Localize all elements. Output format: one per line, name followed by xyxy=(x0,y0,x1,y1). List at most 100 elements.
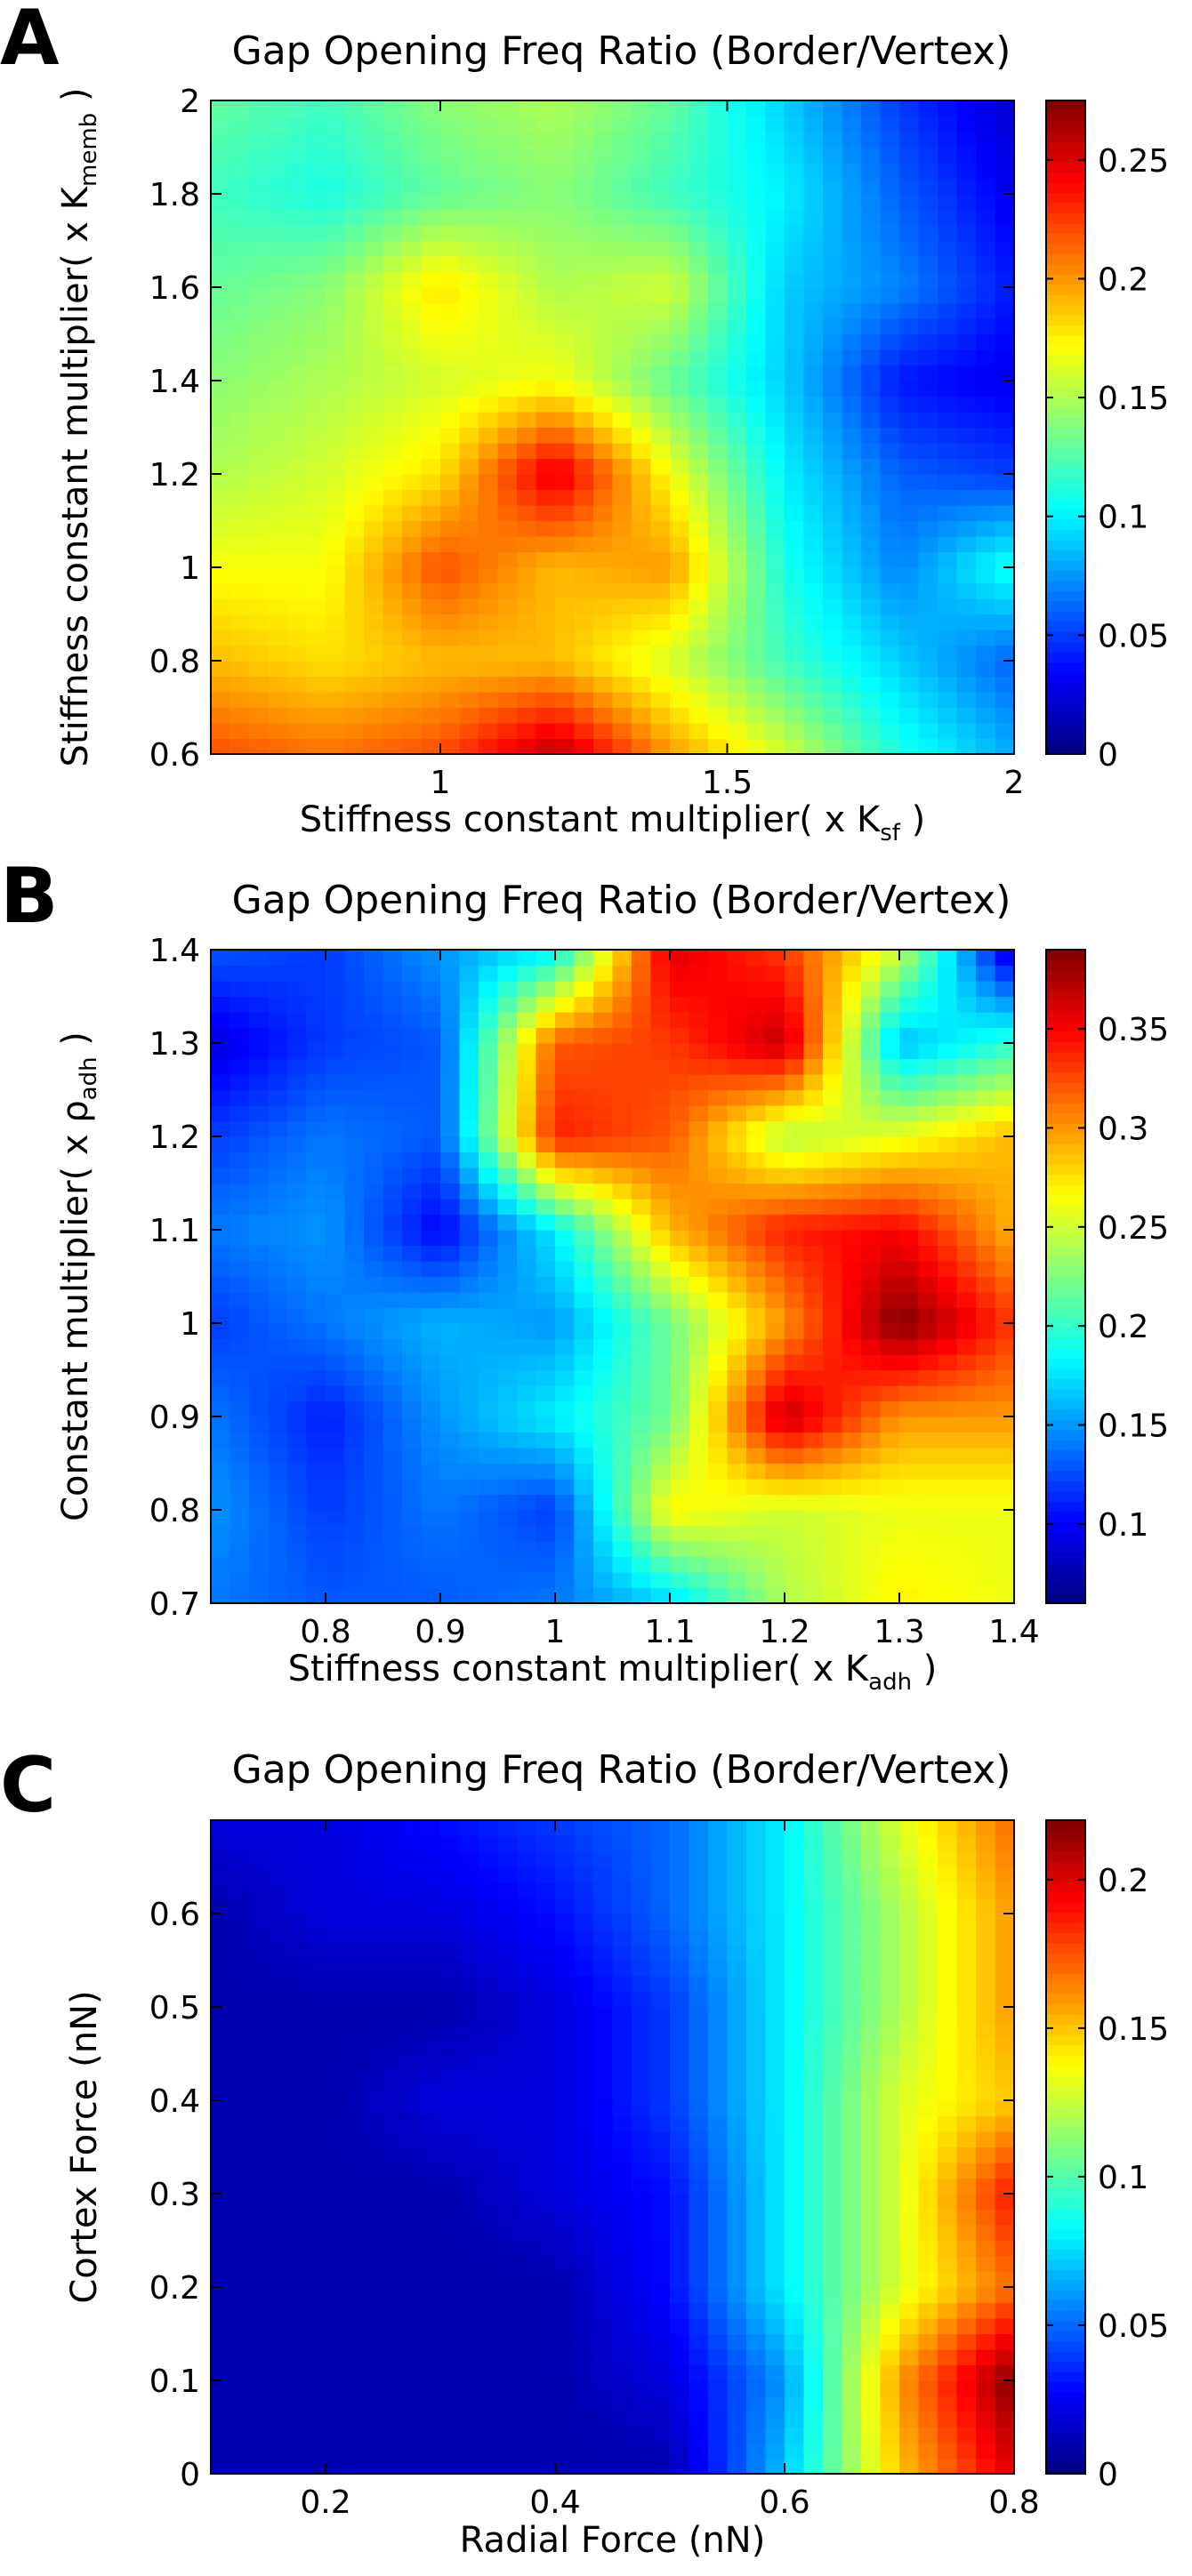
heatmap-cell xyxy=(383,147,403,164)
heatmap-cell xyxy=(880,1463,900,1480)
heatmap-cell xyxy=(306,1354,326,1371)
heatmap-cell xyxy=(632,2225,652,2242)
heatmap-cell xyxy=(632,1199,652,1216)
heatmap-cell xyxy=(211,178,231,195)
heatmap-cell xyxy=(938,981,958,998)
heatmap-cell xyxy=(593,1276,614,1293)
heatmap-cell xyxy=(880,333,900,350)
heatmap-cell xyxy=(479,349,499,366)
heatmap-cell xyxy=(364,965,384,982)
heatmap-cell xyxy=(421,2364,441,2381)
heatmap-cell xyxy=(765,1416,785,1433)
heatmap-cell xyxy=(632,365,652,381)
heatmap-cell xyxy=(899,2287,920,2304)
heatmap-cell xyxy=(344,1152,365,1168)
heatmap-cell xyxy=(803,256,824,273)
heatmap-cell xyxy=(899,738,920,754)
heatmap-cell xyxy=(670,1027,690,1044)
heatmap-cell xyxy=(230,520,250,537)
y-tick-label: 1.2 xyxy=(149,1119,200,1156)
heatmap-cell xyxy=(899,1587,920,1603)
heatmap-cell xyxy=(650,489,671,506)
heatmap-cell xyxy=(555,163,576,180)
heatmap-cell xyxy=(459,1230,479,1247)
heatmap-cell xyxy=(421,1292,441,1309)
heatmap-cell xyxy=(326,551,346,568)
heatmap-cell xyxy=(956,1199,977,1216)
heatmap-cell xyxy=(440,1245,461,1262)
heatmap-cell xyxy=(249,2458,270,2474)
heatmap-cell xyxy=(574,287,594,304)
heatmap-cell xyxy=(880,1199,900,1216)
heatmap-cell xyxy=(326,349,346,366)
heatmap-cell xyxy=(650,2022,671,2039)
heatmap-cell xyxy=(249,2443,270,2460)
heatmap-cell xyxy=(306,598,326,615)
heatmap-cell xyxy=(956,981,977,998)
heatmap-cell xyxy=(632,1230,652,1247)
heatmap-cell xyxy=(211,567,231,584)
heatmap-cell xyxy=(765,1058,785,1075)
heatmap-cell xyxy=(287,1292,308,1309)
heatmap-cell xyxy=(650,738,671,754)
heatmap-cell xyxy=(880,287,900,304)
heatmap-cell xyxy=(497,2458,518,2474)
colorbar-segment xyxy=(1046,488,1085,500)
heatmap-cell xyxy=(976,489,996,506)
heatmap-cell xyxy=(459,1354,479,1371)
heatmap-cell xyxy=(956,178,977,195)
heatmap-cell xyxy=(306,2411,326,2428)
heatmap-cell xyxy=(402,2163,423,2179)
heatmap-cell xyxy=(976,520,996,537)
heatmap-cell xyxy=(536,365,556,381)
heatmap-cell xyxy=(497,738,518,754)
heatmap-cell xyxy=(995,1058,1014,1075)
heatmap-cell xyxy=(650,2458,671,2474)
heatmap-cell xyxy=(230,738,250,754)
heatmap-cell xyxy=(211,396,231,413)
heatmap-cell xyxy=(536,1354,556,1371)
heatmap-cell xyxy=(230,147,250,164)
heatmap-cell xyxy=(440,1089,461,1106)
heatmap-cell xyxy=(344,1541,365,1558)
heatmap-cell xyxy=(440,2007,461,2024)
heatmap-cell xyxy=(880,100,900,117)
heatmap-cell xyxy=(249,1323,270,1340)
heatmap-cell xyxy=(842,1043,862,1060)
heatmap-cell xyxy=(765,1369,785,1386)
heatmap-cell xyxy=(612,1448,632,1465)
heatmap-cell xyxy=(803,2287,824,2304)
heatmap-cell xyxy=(268,178,288,195)
heatmap-cell xyxy=(938,2178,958,2195)
heatmap-cell xyxy=(383,1183,403,1200)
heatmap-cell xyxy=(880,1230,900,1247)
heatmap-cell xyxy=(287,1136,308,1153)
heatmap-cell xyxy=(287,2380,308,2397)
heatmap-cell xyxy=(823,1307,843,1324)
heatmap-cell xyxy=(230,1120,250,1137)
heatmap-cell xyxy=(880,2225,900,2242)
heatmap-cell xyxy=(555,271,576,288)
heatmap-cell xyxy=(785,349,805,366)
heatmap-cell xyxy=(918,1338,938,1355)
heatmap-cell xyxy=(746,1136,767,1153)
heatmap-cell xyxy=(211,630,231,646)
heatmap-cell xyxy=(364,2411,384,2428)
heatmap-cell xyxy=(880,1074,900,1091)
heatmap-cell xyxy=(249,1479,270,1496)
heatmap-cell xyxy=(593,2115,614,2132)
heatmap-cell xyxy=(861,1245,882,1262)
heatmap-cell xyxy=(230,1043,250,1060)
heatmap-cell xyxy=(861,116,882,132)
heatmap-cell xyxy=(612,2069,632,2086)
heatmap-cell xyxy=(326,2131,346,2148)
colorbar-segment xyxy=(1046,417,1085,429)
heatmap-cell xyxy=(842,630,862,646)
heatmap-cell xyxy=(689,1448,709,1465)
heatmap-cell xyxy=(708,598,729,615)
heatmap-cell xyxy=(306,443,326,460)
heatmap-cell xyxy=(785,2178,805,2195)
heatmap-cell xyxy=(555,614,576,630)
heatmap-cell xyxy=(708,2163,729,2179)
heatmap-cell xyxy=(440,2256,461,2273)
